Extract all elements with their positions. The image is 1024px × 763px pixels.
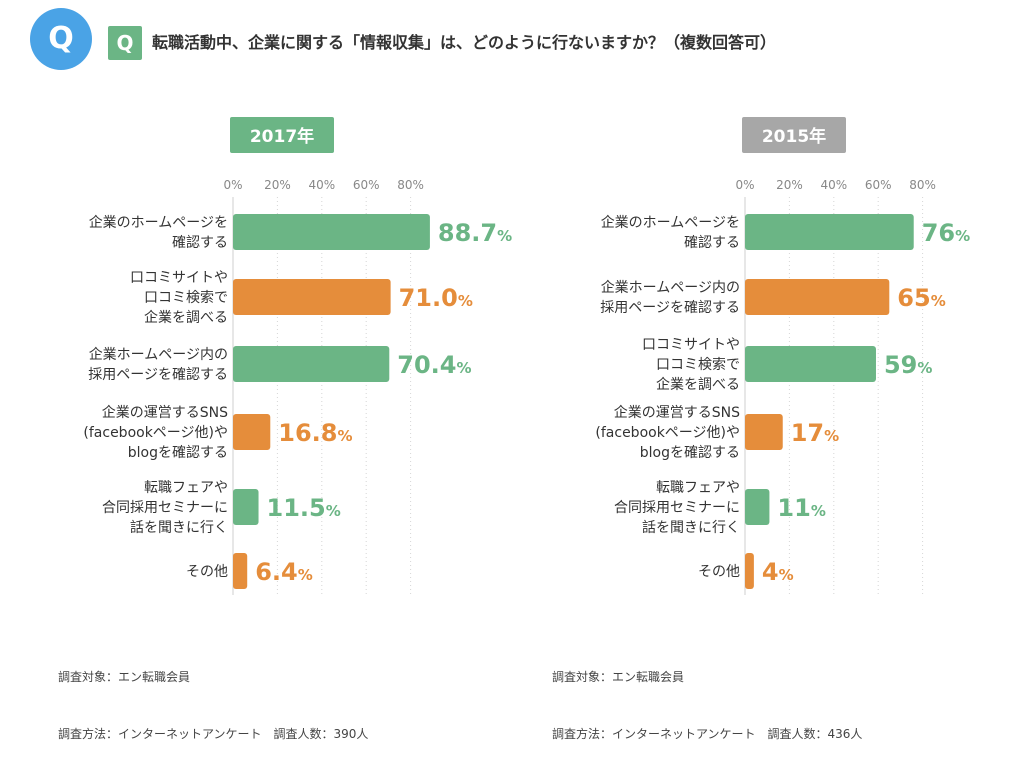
bar [233, 214, 430, 250]
category-label: 企業ホームページ内の採用ページを確認する [88, 346, 228, 383]
year-badge-2015 [742, 117, 846, 153]
year-badge-2017 [230, 117, 334, 153]
tick-label: 80% [397, 178, 424, 192]
year-badge-label-2017: 2017年 [250, 126, 314, 147]
tick-label: 40% [308, 178, 335, 192]
survey-note-2015: 調査対象：エン転職会員 調査方法：インターネットアンケート 調査人数：436人 [552, 630, 862, 763]
survey-target-2017: 調査対象：エン転職会員 [58, 670, 191, 684]
data-label: 16.8% [278, 419, 352, 447]
category-label: 企業の運営するSNS (facebookページ他)や blogを確認する [83, 404, 228, 461]
tick-label: 60% [353, 178, 380, 192]
bar [233, 553, 248, 589]
category-label: 転職フェアや合同採用セミナーに話を聞きに行く [614, 480, 740, 536]
tick-label: 0% [735, 178, 754, 192]
chart-2017: 2017年 0% 20% 40% 60% 80% 企業のホームページを確認する 88.7% 口コ… [83, 117, 512, 595]
survey-target-2015: 調査対象：エン転職会員 [552, 670, 685, 684]
bar [233, 279, 391, 315]
bar [233, 489, 259, 525]
data-label: 11% [777, 494, 825, 522]
data-label: 76% [922, 219, 970, 247]
bar [745, 279, 890, 315]
category-label: 企業のホームページを確認する [601, 214, 740, 251]
bar [745, 553, 754, 589]
data-label: 6.4% [255, 558, 313, 586]
question-circle-icon: Q [30, 8, 92, 70]
data-label: 4% [762, 558, 794, 586]
data-label: 65% [897, 284, 945, 312]
category-label: その他 [186, 564, 228, 580]
bar [745, 214, 914, 250]
category-label: 企業の運営するSNS (facebookページ他)や blogを確認する [595, 404, 740, 461]
year-badge-label-2015: 2015年 [762, 126, 826, 147]
bar [233, 414, 271, 450]
data-label: 88.7% [438, 219, 512, 247]
survey-method-2015: 調査方法：インターネットアンケート 調査人数：436人 [552, 727, 863, 741]
tick-label: 40% [820, 178, 847, 192]
data-label: 71.0% [399, 284, 473, 312]
data-label: 70.4% [397, 351, 471, 379]
category-label: 口コミサイトや口コミ検索で企業を調べる [130, 270, 228, 326]
tick-label: 20% [264, 178, 291, 192]
survey-method-2017: 調査方法：インターネットアンケート 調査人数：390人 [58, 727, 369, 741]
data-label: 59% [884, 351, 932, 379]
tick-label: 60% [865, 178, 892, 192]
chart-2015: 2015年 0% 20% 40% 60% 80% 企業のホームページを確認する 76% 企業ホー… [595, 117, 970, 595]
bar [233, 346, 390, 382]
category-label: 口コミサイトや口コミ検索で企業を調べる [642, 337, 740, 393]
tick-label: 80% [909, 178, 936, 192]
category-label: 転職フェアや合同採用セミナーに話を聞きに行く [102, 480, 228, 536]
tick-label: 20% [776, 178, 803, 192]
bar [745, 346, 876, 382]
survey-note-2017: 調査対象：エン転職会員 調査方法：インターネットアンケート 調査人数：390人 [58, 630, 368, 763]
question-title: 転職活動中、企業に関する「情報収集」は、どのように行ないますか？（複数回答可） [152, 33, 777, 52]
bar [745, 414, 783, 450]
data-label: 11.5% [267, 494, 341, 522]
category-label: その他 [698, 564, 740, 580]
bar [745, 489, 770, 525]
question-square-icon: Q [108, 26, 142, 60]
data-label: 17% [791, 419, 839, 447]
category-label: 企業のホームページを確認する [89, 214, 228, 251]
category-label: 企業ホームページ内の採用ページを確認する [600, 279, 740, 316]
tick-label: 0% [223, 178, 242, 192]
